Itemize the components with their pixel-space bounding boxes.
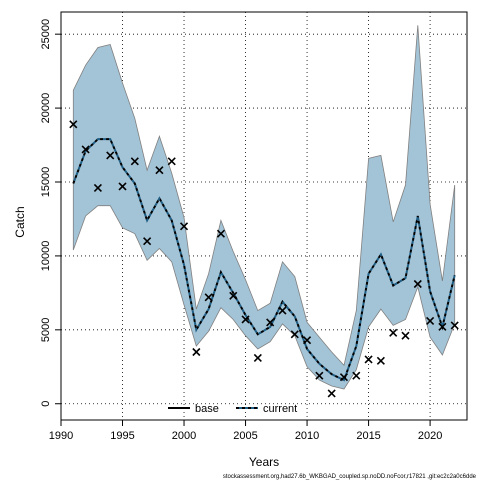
y-tick-label: 15000	[40, 167, 52, 198]
observed-point-stroke	[401, 331, 410, 340]
source-note: stockassessment.org,had27.6b_WKBGAD_coup…	[223, 474, 477, 480]
observed-point-stroke	[413, 279, 422, 289]
observed-point-stroke	[155, 166, 164, 175]
observed-point	[450, 321, 459, 330]
observed-point	[241, 315, 250, 324]
observed-point-stroke	[315, 371, 324, 380]
observed-point-stroke	[426, 316, 435, 326]
observed-point-stroke	[192, 347, 201, 357]
observed-point	[315, 371, 324, 380]
observed-point-stroke	[167, 157, 176, 166]
x-tick-label: 2010	[295, 430, 319, 442]
y-axis-label: Catch	[13, 206, 27, 237]
observed-point-stroke	[204, 293, 213, 302]
observed-point-stroke	[290, 330, 299, 339]
x-tick-label: 2015	[356, 430, 380, 442]
y-tick-label: 10000	[40, 241, 52, 272]
observed-point	[278, 306, 287, 315]
y-tick-label: 0	[40, 401, 52, 407]
x-tick-label: 2020	[418, 430, 442, 442]
observed-point	[192, 347, 201, 357]
observed-point-stroke	[81, 145, 90, 154]
observed-point	[438, 322, 447, 331]
y-tick-label: 5000	[40, 318, 52, 342]
legend: base current	[168, 403, 297, 415]
observed-point	[155, 166, 164, 175]
observed-point	[401, 331, 410, 340]
observed-point	[179, 222, 189, 231]
observed-point-stroke	[389, 328, 398, 337]
x-tick-label: 2005	[233, 430, 257, 442]
x-tick-label: 1995	[110, 430, 134, 442]
observed-point-stroke	[106, 151, 115, 160]
observed-point	[339, 373, 349, 382]
observed-point	[167, 157, 176, 166]
observed-point-stroke	[69, 120, 78, 129]
observed-point	[204, 293, 213, 302]
series-current-line	[72, 138, 456, 382]
observed-point-stroke	[93, 183, 102, 192]
observed-point-stroke	[327, 389, 336, 398]
observed-point	[93, 183, 102, 192]
observed-point	[229, 291, 238, 300]
observed-point	[327, 389, 336, 398]
x-tick-label: 1990	[49, 430, 73, 442]
x-axis-label: Years	[249, 455, 279, 469]
observed-point	[352, 371, 361, 380]
observed-point	[118, 182, 127, 191]
y-tick-label: 25000	[40, 19, 52, 50]
x-tick-label: 2000	[172, 430, 196, 442]
observed-point-stroke	[266, 318, 275, 327]
observed-point	[253, 353, 262, 362]
observed-point-stroke	[438, 322, 447, 331]
legend-current-label: current	[263, 403, 297, 415]
observed-point	[290, 330, 299, 339]
legend-base-label: base	[195, 403, 219, 415]
y-axis: 0 5000 10000 15000 20000 25000	[40, 19, 61, 407]
observed-point-stroke	[253, 353, 262, 362]
observed-point	[376, 356, 385, 365]
confidence-band	[72, 25, 456, 390]
observed-point	[130, 157, 139, 166]
observed-point	[106, 151, 115, 160]
observed-point-stroke	[278, 306, 287, 315]
observed-point-stroke	[302, 336, 312, 345]
observed-point	[413, 279, 422, 289]
observed-point-stroke	[241, 315, 250, 324]
observed-point	[69, 120, 78, 129]
x-axis: 1990 1995 2000 2005 2010 2015 2020	[49, 419, 442, 442]
observed-point	[216, 229, 226, 238]
observed-point	[266, 318, 275, 327]
observed-point-stroke	[143, 237, 152, 246]
observed-point	[81, 145, 90, 154]
observed-point-stroke	[364, 355, 373, 364]
observed-point-stroke	[216, 229, 226, 238]
series-current-line-dash	[72, 138, 456, 382]
observed-point-stroke	[229, 291, 238, 300]
observed-point-stroke	[118, 182, 127, 191]
observed-point-stroke	[339, 373, 349, 382]
observed-point-stroke	[352, 371, 361, 380]
observed-point	[426, 316, 435, 326]
observed-point-stroke	[179, 222, 189, 231]
observed-point	[389, 328, 398, 337]
observed-point	[143, 237, 152, 246]
observed-points	[69, 120, 459, 398]
y-tick-label: 20000	[40, 93, 52, 124]
observed-point-stroke	[450, 321, 459, 330]
observed-point	[364, 355, 373, 364]
observed-point-stroke	[376, 356, 385, 365]
observed-point	[302, 336, 312, 345]
observed-point-stroke	[130, 157, 139, 166]
